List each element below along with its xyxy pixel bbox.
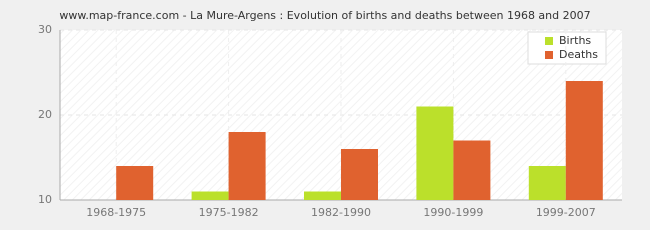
- bar: [228, 132, 266, 200]
- bar: [565, 81, 603, 200]
- legend: [527, 31, 607, 65]
- legend-swatch: [545, 37, 553, 45]
- y-tick-label: 20: [38, 108, 52, 121]
- y-tick-label: 10: [38, 193, 52, 206]
- legend-label: Births: [559, 34, 591, 47]
- x-tick-label: 1968-1975: [86, 206, 146, 219]
- chart-title: www.map-france.com - La Mure-Argens : Ev…: [59, 9, 590, 22]
- chart: www.map-france.com - La Mure-Argens : Ev…: [0, 0, 650, 230]
- bar: [116, 166, 154, 200]
- x-tick-label: 1975-1982: [199, 206, 259, 219]
- legend-label: Deaths: [559, 48, 598, 61]
- x-tick-label: 1999-2007: [536, 206, 596, 219]
- legend-swatch: [545, 51, 553, 59]
- bar: [191, 191, 229, 200]
- legend-box: [527, 31, 607, 65]
- bar: [416, 106, 454, 200]
- bar: [341, 149, 378, 200]
- bar: [453, 140, 491, 200]
- y-tick-label: 30: [38, 23, 52, 36]
- x-tick-label: 1982-1990: [311, 206, 371, 219]
- bar: [528, 166, 566, 200]
- bar: [304, 191, 341, 200]
- x-tick-label: 1990-1999: [423, 206, 483, 219]
